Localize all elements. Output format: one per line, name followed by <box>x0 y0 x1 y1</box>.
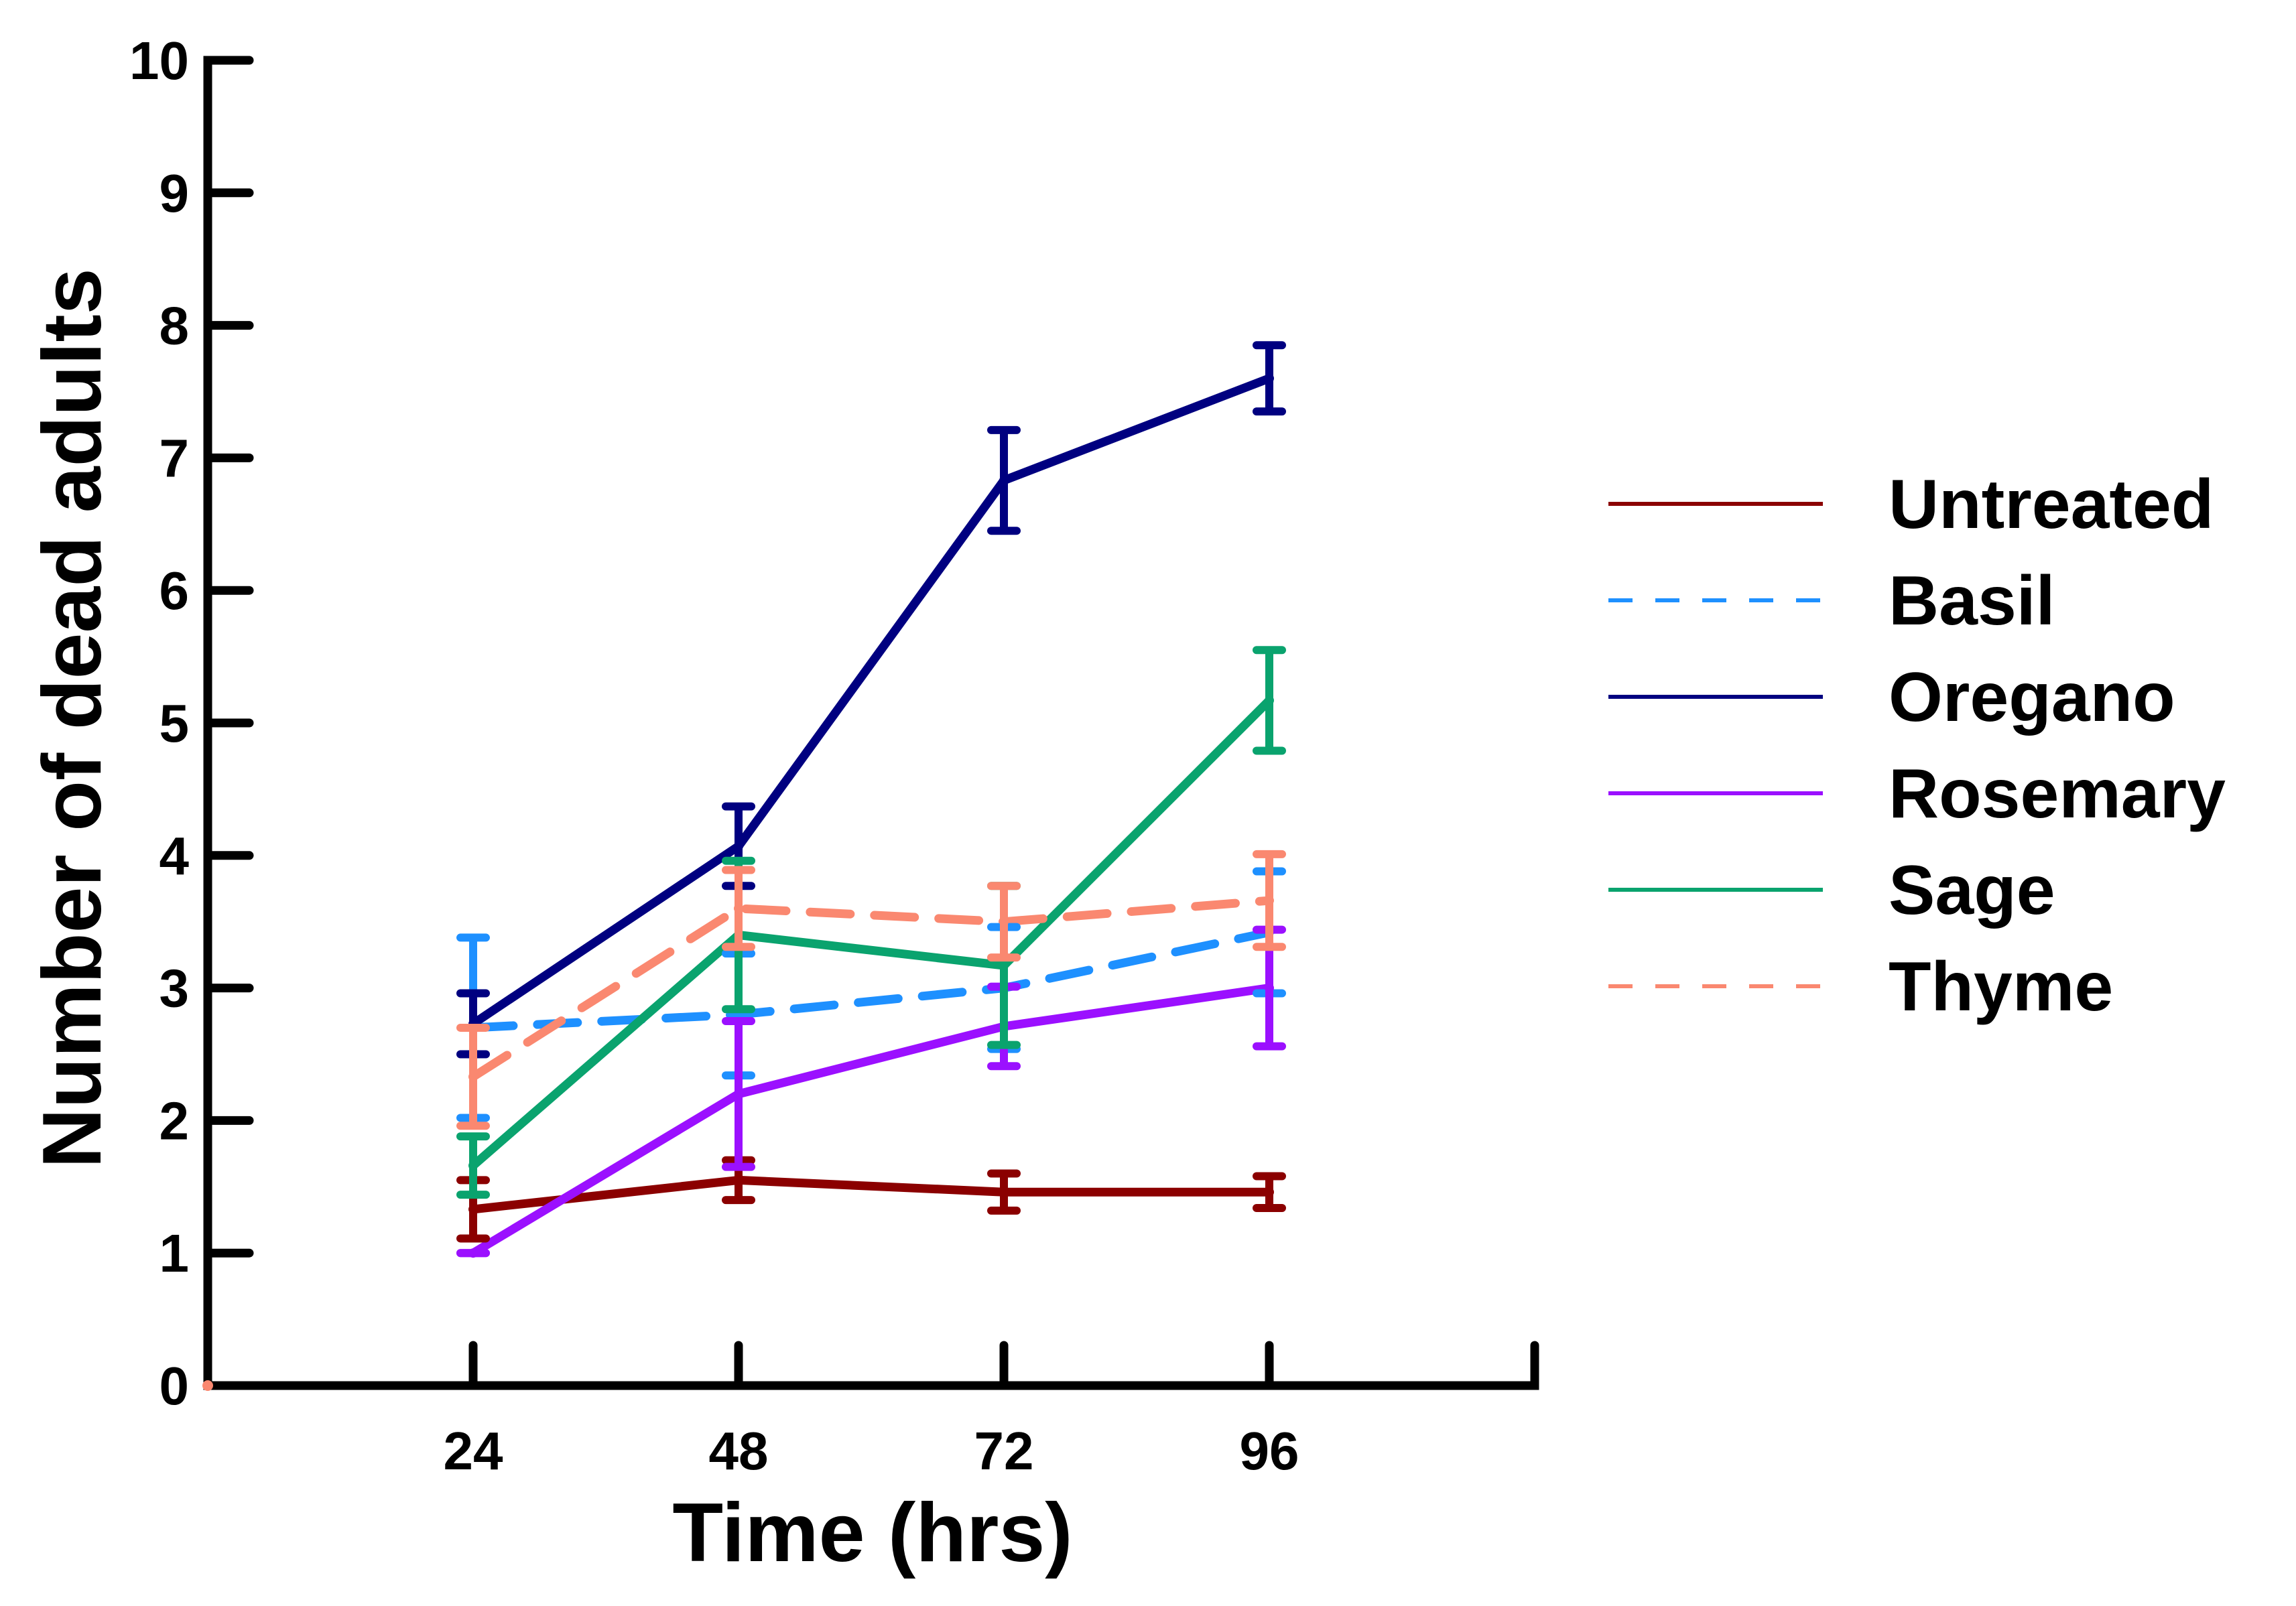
y-tick-label: 0 <box>160 1356 190 1416</box>
series-line-untreated <box>468 1175 1274 1214</box>
x-axis-title: Time (hrs) <box>672 1487 1072 1579</box>
axes: 0 1 2 3 4 5 6 7 8 9 10 24 48 72 96 <box>129 31 1539 1481</box>
legend-label-rosemary: Rosemary <box>1889 755 2226 833</box>
data-point <box>1265 1187 1274 1197</box>
data-point <box>734 903 743 913</box>
series-line-rosemary <box>468 984 1274 1258</box>
y-tick-label: 5 <box>160 693 190 753</box>
series-line-basil <box>468 928 1274 1032</box>
data-point <box>1265 896 1274 906</box>
y-tick-label: 1 <box>160 1223 190 1283</box>
y-tick-label: 2 <box>160 1091 190 1150</box>
data-point <box>734 1089 743 1099</box>
legend: Untreated Basil Oregano Rosemary Sage Thyme <box>1608 466 2226 1026</box>
y-axis-title: Number of dead adults <box>26 268 119 1168</box>
x-tick-label: 48 <box>709 1421 769 1481</box>
legend-label-basil: Basil <box>1889 562 2055 640</box>
legend-label-thyme: Thyme <box>1889 948 2113 1026</box>
series-line-thyme <box>468 896 1274 1081</box>
data-point <box>468 1248 478 1258</box>
x-tick-label: 72 <box>974 1421 1034 1481</box>
y-tick-label: 9 <box>160 163 190 223</box>
y-tick-label: 3 <box>160 959 190 1018</box>
y-tick-label: 8 <box>160 296 190 356</box>
y-tick-label: 4 <box>160 826 190 886</box>
legend-label-sage: Sage <box>1889 852 2055 929</box>
data-point <box>999 960 1009 970</box>
data-point <box>999 917 1009 927</box>
series-line-oregano <box>468 374 1274 1028</box>
x-tick-label: 24 <box>444 1421 503 1481</box>
error-bars <box>202 341 1286 1391</box>
data-point <box>734 841 743 851</box>
y-tick-label: 6 <box>160 561 190 620</box>
series <box>468 374 1274 1258</box>
origin-marker <box>202 1380 213 1391</box>
data-point <box>999 1187 1009 1197</box>
data-point <box>734 1175 743 1185</box>
data-point <box>468 1160 478 1170</box>
y-tick-label: 7 <box>160 428 190 488</box>
legend-label-oregano: Oregano <box>1889 659 2175 736</box>
series-line-sage <box>468 695 1274 1170</box>
data-point <box>1265 373 1274 383</box>
data-point <box>1265 983 1274 993</box>
data-point <box>1265 695 1274 706</box>
data-point <box>468 1204 478 1214</box>
legend-label-untreated: Untreated <box>1889 466 2214 543</box>
x-tick-label: 96 <box>1240 1421 1299 1481</box>
data-point <box>468 1072 478 1082</box>
data-point <box>999 476 1009 486</box>
y-tick-label: 10 <box>129 31 189 90</box>
